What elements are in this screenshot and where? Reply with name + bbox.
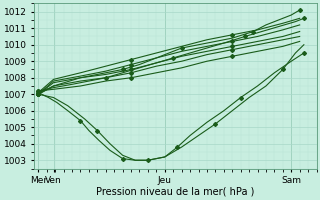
X-axis label: Pression niveau de la mer( hPa ): Pression niveau de la mer( hPa ) — [96, 187, 254, 197]
